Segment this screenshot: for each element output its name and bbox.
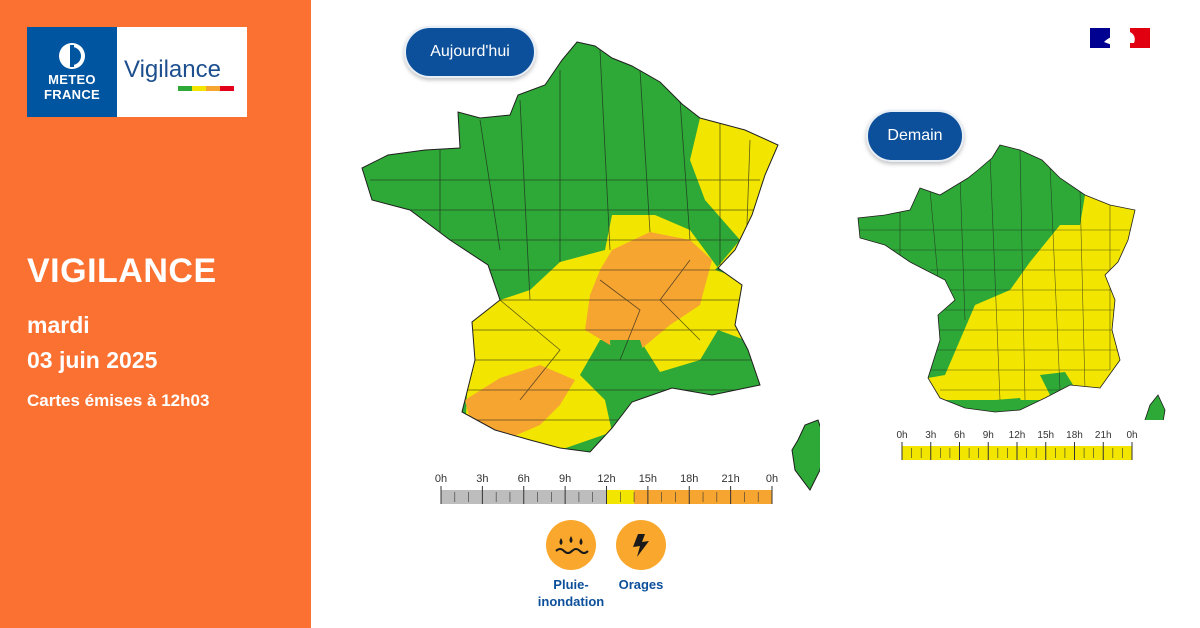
vigilance-bar-segment <box>206 86 220 91</box>
timeline-tick-label: 6h <box>518 473 530 485</box>
rain-flood-hazard-button[interactable] <box>546 520 596 570</box>
rain-flood-label-line2: inondation <box>537 594 605 609</box>
timeline-tick-label: 9h <box>559 473 571 485</box>
today-timeline: 0h 3h 6h 9h 12h 15h 18h 21h 0h <box>435 473 778 504</box>
date-label: 03 juin 2025 <box>27 347 158 373</box>
brand-line-1: METEO <box>48 72 96 87</box>
rain-flood-icon <box>555 536 589 554</box>
meteo-france-logo-icon <box>59 43 85 69</box>
meteo-france-logo: METEO FRANCE <box>27 27 117 117</box>
timeline-tick-label: 6h <box>954 430 965 441</box>
rain-flood-label-line1: Pluie- <box>553 577 589 592</box>
product-name: Vigilance <box>124 56 221 83</box>
rain-flood-label: Pluie- inondation <box>526 576 616 610</box>
weekday-label: mardi <box>27 312 90 338</box>
thunderstorm-hazard-button[interactable] <box>616 520 666 570</box>
timeline-tick-label: 12h <box>1009 430 1026 441</box>
issued-time-label: Cartes émises à 12h03 <box>27 391 210 410</box>
timeline-tick-label: 21h <box>1095 430 1112 441</box>
timeline-tick-label: 0h <box>766 473 778 485</box>
tomorrow-vigilance-map[interactable] <box>850 140 1170 420</box>
vigilance-bar-segment <box>178 86 192 91</box>
timeline-tick-label: 18h <box>1066 430 1083 441</box>
left-panel: METEO FRANCE Vigilance VIGILANCE mardi 0… <box>0 0 311 628</box>
timeline-tick-label: 12h <box>597 473 615 485</box>
today-vigilance-map[interactable] <box>340 30 820 500</box>
vigilance-color-bar <box>178 86 234 91</box>
republique-francaise-flag-icon <box>1090 28 1150 48</box>
timeline-tick-label: 15h <box>639 473 657 485</box>
timeline-tick-label: 0h <box>435 473 447 485</box>
timeline-tick-label: 3h <box>476 473 488 485</box>
timeline-tick-label: 0h <box>896 430 907 441</box>
timeline-tick-label: 15h <box>1037 430 1054 441</box>
vigilance-bar-segment <box>192 86 206 91</box>
thunderstorm-label: Orages <box>618 577 664 592</box>
timeline-tick-label: 18h <box>680 473 698 485</box>
tomorrow-timeline: 0h 3h 6h 9h 12h 15h 18h 21h 0h <box>896 430 1138 460</box>
timeline-tick-label: 21h <box>721 473 739 485</box>
timeline-tick-label: 3h <box>925 430 936 441</box>
meteo-france-vigilance-logo[interactable]: METEO FRANCE Vigilance <box>27 27 247 117</box>
timeline-tick-label: 0h <box>1126 430 1137 441</box>
timeline-tick-label: 9h <box>983 430 994 441</box>
brand-line-2: FRANCE <box>44 87 100 102</box>
tomorrow-map-label[interactable]: Demain <box>866 110 964 162</box>
vigilance-bar-segment <box>220 86 234 91</box>
thunderstorm-icon <box>633 534 649 557</box>
page-title: VIGILANCE <box>27 252 217 290</box>
today-map-label[interactable]: Aujourd'hui <box>404 26 536 78</box>
